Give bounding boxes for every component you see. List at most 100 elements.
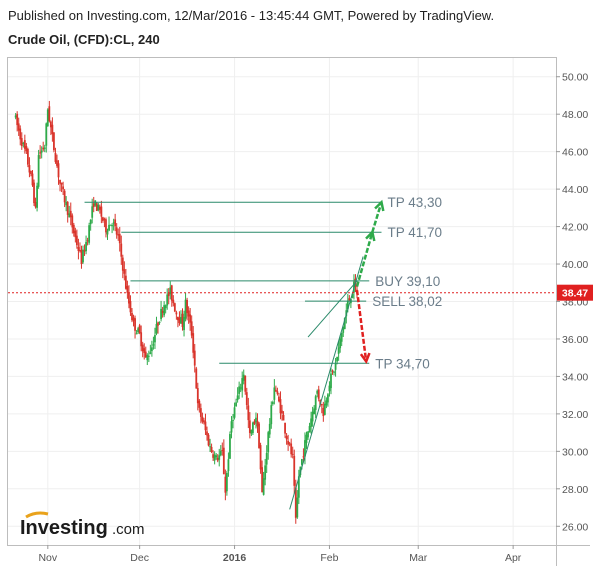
candle-body <box>144 351 147 358</box>
candle-body <box>273 387 276 400</box>
candle-body <box>317 389 320 399</box>
candle-body <box>250 429 253 434</box>
candle-body <box>154 335 156 343</box>
candle-body <box>297 476 300 498</box>
candle-body <box>56 160 58 166</box>
candle-body <box>255 417 257 423</box>
investing-logo: Investing .com <box>20 511 145 539</box>
logo-brand-text: Investing <box>20 517 108 539</box>
y-tick-label: 50.00 <box>562 72 588 84</box>
candle-body <box>319 399 322 405</box>
x-tick-label: Apr <box>505 552 522 564</box>
candle-body <box>216 457 219 461</box>
candle-body <box>160 308 162 320</box>
candle-body <box>271 402 274 405</box>
candle-body <box>120 243 123 257</box>
candle-body <box>196 388 199 404</box>
candle-body <box>209 446 211 448</box>
candle-body <box>170 285 173 301</box>
candle-body <box>308 426 311 433</box>
candle-body <box>48 106 51 122</box>
candle-body <box>330 373 332 389</box>
x-tick-label: Feb <box>320 552 338 564</box>
candle-body <box>49 121 52 128</box>
candle-body <box>256 420 259 427</box>
candle-body <box>284 422 286 434</box>
candle-body <box>146 355 149 361</box>
candle-body <box>262 478 265 495</box>
candle-body <box>123 269 126 274</box>
candle-body <box>190 321 193 336</box>
candle-body <box>339 338 342 349</box>
chart-title: Crude Oil, (CFD):CL, 240 <box>8 32 160 47</box>
candle-body <box>175 312 178 315</box>
candle-body <box>265 453 268 465</box>
level-label: TP 41,70 <box>387 225 442 240</box>
candle-body <box>167 293 170 297</box>
up-arrow-tp2-shaft <box>371 201 383 233</box>
candle-body <box>26 148 29 165</box>
candle-body <box>334 363 337 370</box>
trendlines <box>289 256 364 510</box>
candle-body <box>16 113 19 126</box>
candle-body <box>215 455 218 458</box>
candle-body <box>124 275 127 289</box>
candle-body <box>36 185 38 208</box>
candle-body <box>34 201 37 208</box>
candle-body <box>105 219 107 233</box>
candle-body <box>14 115 17 118</box>
x-tick-label: Nov <box>38 552 57 564</box>
candle-body <box>177 316 179 321</box>
candle-body <box>227 459 230 472</box>
y-tick-label: 30.00 <box>562 446 588 458</box>
candle-body <box>242 374 245 381</box>
candle-body <box>75 235 78 246</box>
candle-body <box>320 404 323 406</box>
candle-body <box>147 355 150 357</box>
candle-body <box>157 322 159 326</box>
candle-body <box>238 386 241 394</box>
candle-body <box>279 399 282 414</box>
candle-body <box>25 146 28 152</box>
candle-body <box>63 190 66 203</box>
candle-body <box>91 206 94 218</box>
candle-body <box>143 348 146 353</box>
y-tick-label: 28.00 <box>562 484 588 496</box>
candle-body <box>212 454 215 458</box>
candle-body <box>336 356 339 362</box>
candle-body <box>117 234 120 236</box>
candle-body <box>57 163 60 178</box>
candle-body <box>121 257 124 271</box>
candle-body <box>30 170 32 174</box>
candle-body <box>65 201 68 206</box>
candle-body <box>51 124 54 135</box>
candle-body <box>222 447 225 475</box>
candle-body <box>218 455 221 460</box>
y-tick-label: 44.00 <box>562 184 588 196</box>
candle-body <box>69 210 72 218</box>
y-tick-label: 32.00 <box>562 409 588 421</box>
up-arrow-tp1-shaft <box>355 231 374 287</box>
candle-body <box>98 206 101 210</box>
candle-body <box>307 431 309 438</box>
candle-body <box>28 165 31 173</box>
candle-body <box>193 350 196 366</box>
level-label: SELL 38,02 <box>372 294 442 309</box>
y-tick-label: 40.00 <box>562 259 588 271</box>
candle-body <box>229 434 231 459</box>
candle-body <box>46 109 49 127</box>
candle-body <box>158 321 161 323</box>
candle-body <box>80 249 83 265</box>
candle-body <box>83 249 86 252</box>
candle-body <box>302 456 305 458</box>
candle-body <box>300 459 303 465</box>
candle-body <box>129 301 132 313</box>
candle-body <box>22 142 25 144</box>
candle-body <box>53 132 55 151</box>
candle-body <box>95 203 98 211</box>
candle-body <box>114 219 117 227</box>
candle-body <box>126 286 129 293</box>
candle-body <box>328 385 331 392</box>
candle-body <box>281 410 283 414</box>
